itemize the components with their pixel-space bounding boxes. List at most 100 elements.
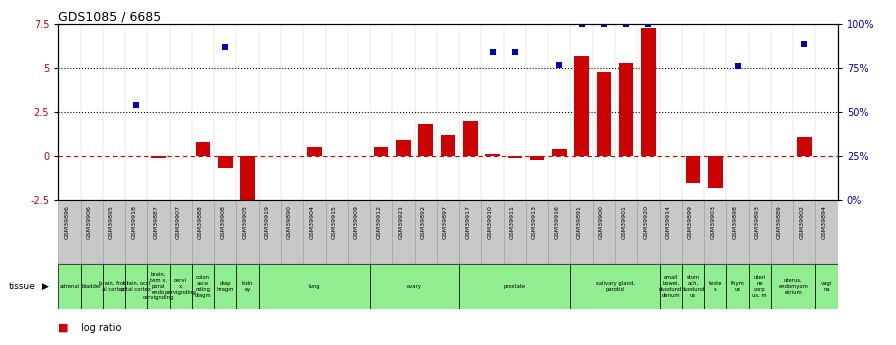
Bar [437, 200, 459, 264]
Text: brain, front
al cortex: brain, front al cortex [99, 281, 129, 292]
Bar [685, 156, 701, 183]
Text: GSM39918: GSM39918 [131, 205, 136, 239]
Bar [281, 200, 303, 264]
Text: GSM39895: GSM39895 [109, 205, 114, 239]
Bar [237, 264, 259, 309]
Bar [81, 264, 103, 309]
Bar [259, 264, 370, 309]
Bar [749, 200, 771, 264]
Text: log ratio: log ratio [81, 323, 121, 333]
Bar [58, 264, 81, 309]
Text: GSM39888: GSM39888 [198, 205, 203, 239]
Text: GSM39912: GSM39912 [376, 205, 381, 239]
Bar [507, 156, 522, 158]
Bar [593, 200, 615, 264]
Point [730, 63, 745, 69]
Bar [103, 264, 125, 309]
Bar [815, 264, 838, 309]
Bar [303, 200, 325, 264]
Bar [214, 200, 237, 264]
Text: prostate: prostate [504, 284, 526, 289]
Text: GSM39916: GSM39916 [555, 205, 559, 239]
Point [218, 44, 232, 50]
Bar [659, 200, 682, 264]
Text: tissue: tissue [9, 282, 36, 291]
Text: thym
us: thym us [730, 281, 745, 292]
Text: cervi
x,
pervignding: cervi x, pervignding [165, 278, 197, 295]
Bar [259, 200, 281, 264]
Text: GSM39889: GSM39889 [777, 205, 782, 239]
Bar [370, 264, 459, 309]
Bar [307, 147, 322, 156]
Bar [571, 200, 593, 264]
Bar [192, 200, 214, 264]
Text: GSM39919: GSM39919 [265, 205, 270, 239]
Text: brain, occi
pital cortex: brain, occi pital cortex [121, 281, 151, 292]
Text: GSM39910: GSM39910 [487, 205, 493, 239]
Text: GSM39891: GSM39891 [577, 205, 582, 239]
Bar [771, 200, 793, 264]
Bar [597, 72, 611, 156]
Text: GSM39914: GSM39914 [666, 205, 671, 239]
Text: GSM39905: GSM39905 [243, 205, 247, 239]
Bar [396, 140, 410, 156]
Point [597, 21, 611, 27]
Bar [374, 147, 389, 156]
Point [486, 50, 500, 55]
Text: ovary: ovary [407, 284, 422, 289]
Text: GSM39913: GSM39913 [532, 205, 537, 239]
Bar [619, 63, 633, 156]
Text: GSM39909: GSM39909 [354, 205, 359, 239]
Text: GSM39901: GSM39901 [621, 205, 626, 239]
Text: GSM39893: GSM39893 [754, 205, 760, 239]
Bar [348, 200, 370, 264]
Bar [459, 200, 481, 264]
Bar [682, 200, 704, 264]
Text: lung: lung [308, 284, 320, 289]
Bar [793, 200, 815, 264]
Bar [125, 200, 147, 264]
Text: bladder: bladder [82, 284, 102, 289]
Text: ▶: ▶ [42, 282, 49, 291]
Point [508, 50, 522, 55]
Bar [169, 264, 192, 309]
Bar [237, 200, 259, 264]
Bar [749, 264, 771, 309]
Bar [637, 200, 659, 264]
Text: adrenal: adrenal [59, 284, 80, 289]
Text: GSM39915: GSM39915 [332, 205, 337, 239]
Bar [727, 264, 749, 309]
Bar [797, 137, 812, 156]
Bar [659, 264, 682, 309]
Text: GSM39917: GSM39917 [465, 205, 470, 239]
Text: GSM39904: GSM39904 [309, 205, 314, 239]
Text: GDS1085 / 6685: GDS1085 / 6685 [58, 10, 161, 23]
Bar [682, 264, 704, 309]
Point [129, 102, 143, 108]
Bar [642, 28, 656, 156]
Bar [192, 264, 214, 309]
Text: GSM39887: GSM39887 [153, 205, 159, 239]
Point [797, 41, 812, 46]
Bar [771, 264, 815, 309]
Bar [530, 156, 545, 160]
Text: uteri
ne
corp
us, m: uteri ne corp us, m [753, 275, 767, 297]
Bar [58, 200, 81, 264]
Text: GSM39911: GSM39911 [510, 205, 515, 239]
Point [642, 21, 656, 27]
Text: GSM39898: GSM39898 [733, 205, 737, 239]
Text: GSM39896: GSM39896 [65, 205, 69, 239]
Bar [463, 121, 478, 156]
Text: uterus,
endomyom
etrium: uterus, endomyom etrium [779, 278, 808, 295]
Bar [147, 200, 169, 264]
Bar [459, 264, 571, 309]
Bar [218, 156, 233, 168]
Text: GSM39921: GSM39921 [399, 205, 403, 239]
Text: GSM39894: GSM39894 [822, 205, 827, 239]
Bar [151, 156, 166, 158]
Bar [147, 264, 169, 309]
Text: GSM39920: GSM39920 [643, 205, 649, 239]
Point [619, 21, 633, 27]
Bar [526, 200, 548, 264]
Bar [370, 200, 392, 264]
